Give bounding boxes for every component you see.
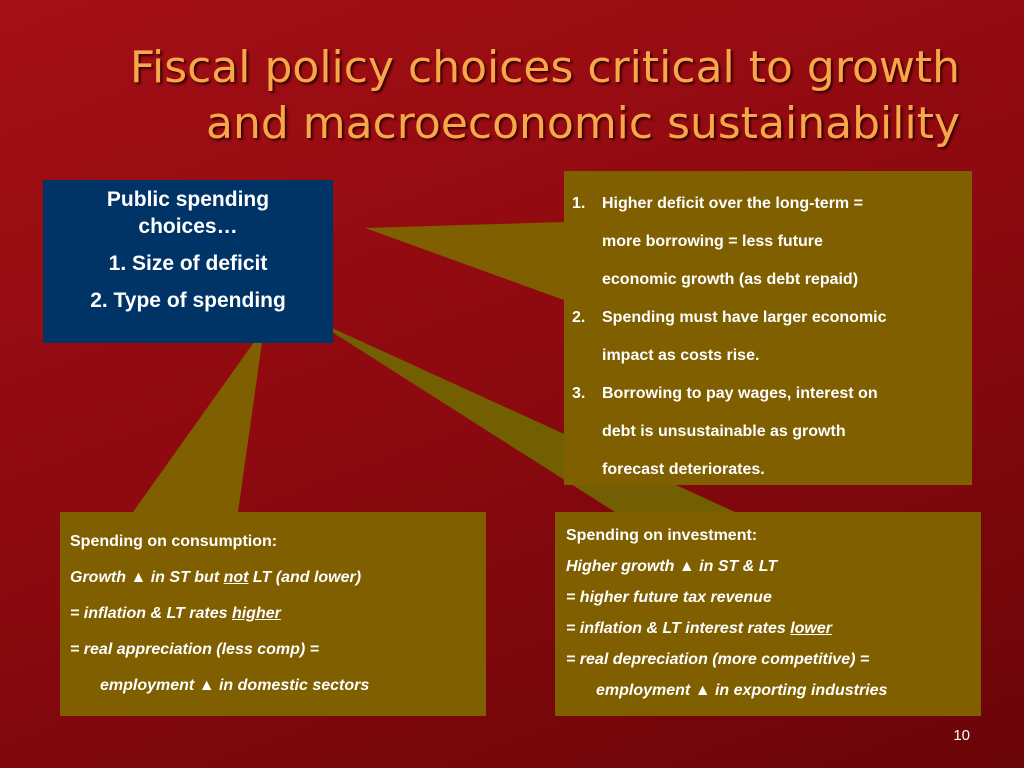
underlined-higher: higher bbox=[231, 605, 281, 622]
list-number: 2. bbox=[572, 309, 586, 326]
investment-line-inflation: = inflation & LT interest rates lower bbox=[566, 620, 832, 637]
list-number: 1. bbox=[572, 195, 586, 212]
list-number: 3. bbox=[572, 385, 586, 402]
up-triangle-icon: ▲ bbox=[678, 558, 695, 575]
title-line-2: and macroeconomic sustainability bbox=[206, 98, 960, 149]
investment-line-tax: = higher future tax revenue bbox=[566, 589, 772, 606]
choices-heading-line-2: choices… bbox=[138, 215, 238, 238]
list-text: economic growth (as debt repaid) bbox=[602, 271, 859, 288]
slide-title: Fiscal policy choices critical to growth… bbox=[60, 40, 960, 152]
underlined-lower: lower bbox=[790, 620, 832, 637]
consumption-line-appreciation: = real appreciation (less comp) = bbox=[70, 641, 319, 658]
consumption-line-growth: Growth ▲ in ST but not LT (and lower) bbox=[70, 569, 362, 586]
investment-spending-box: Spending on investment: Higher growth ▲ … bbox=[555, 512, 981, 716]
list-item: 2. Spending must have larger economic im… bbox=[572, 299, 960, 375]
page-number: 10 bbox=[953, 727, 970, 744]
connector-to-deficit-box bbox=[365, 222, 564, 300]
up-triangle-icon: ▲ bbox=[198, 677, 215, 694]
list-item: 1. Higher deficit over the long-term = m… bbox=[572, 185, 960, 299]
connector-to-consumption-box bbox=[133, 328, 264, 512]
investment-line-growth: Higher growth ▲ in ST & LT bbox=[566, 558, 778, 575]
consumption-spending-box: Spending on consumption: Growth ▲ in ST … bbox=[60, 512, 486, 716]
choices-heading-line-1: Public spending bbox=[106, 188, 270, 211]
list-text: more borrowing = less future bbox=[602, 233, 823, 250]
deficit-effects-list: 1. Higher deficit over the long-term = m… bbox=[572, 185, 960, 489]
underlined-not: not bbox=[223, 569, 249, 586]
choice-type-of-spending: 2. Type of spending bbox=[90, 289, 286, 312]
list-text: Higher deficit over the long-term = bbox=[602, 195, 863, 212]
deficit-effects-box: 1. Higher deficit over the long-term = m… bbox=[564, 171, 972, 485]
consumption-line-inflation: = inflation & LT rates higher bbox=[70, 605, 281, 622]
consumption-line-employment: employment ▲ in domestic sectors bbox=[100, 677, 370, 694]
list-text: debt is unsustainable as growth bbox=[602, 423, 846, 440]
up-triangle-icon: ▲ bbox=[694, 682, 711, 699]
investment-line-employment: employment ▲ in exporting industries bbox=[596, 682, 888, 699]
title-line-1: Fiscal policy choices critical to growth bbox=[129, 42, 960, 93]
list-text: Spending must have larger economic bbox=[602, 309, 887, 326]
investment-line-depreciation: = real depreciation (more competitive) = bbox=[566, 651, 870, 668]
consumption-heading: Spending on consumption: bbox=[70, 533, 278, 550]
list-item: 3. Borrowing to pay wages, interest on d… bbox=[572, 375, 960, 489]
investment-heading: Spending on investment: bbox=[566, 527, 758, 544]
list-text: impact as costs rise. bbox=[602, 347, 760, 364]
public-spending-choices-box: Public spending choices… 1. Size of defi… bbox=[43, 180, 333, 343]
choice-size-of-deficit: 1. Size of deficit bbox=[108, 252, 268, 275]
list-text: forecast deteriorates. bbox=[602, 461, 765, 478]
up-triangle-icon: ▲ bbox=[130, 569, 147, 586]
list-text: Borrowing to pay wages, interest on bbox=[602, 385, 878, 402]
